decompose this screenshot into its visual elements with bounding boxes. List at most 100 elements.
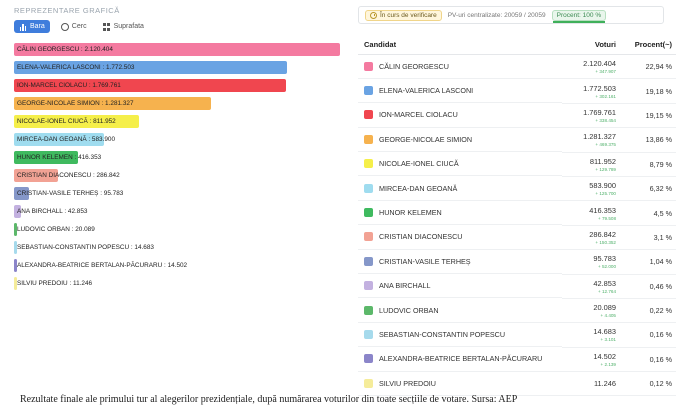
bar[interactable]: ANA BIRCHALL : 42.853	[14, 204, 87, 218]
table-row: CRISTIAN DIACONESCU 286.842 + 150.352 3,1 %	[358, 225, 676, 251]
bar-row: CRISTIAN DIACONESCU : 286.842	[14, 166, 346, 184]
results-panel: În curs de verificare PV-uri centralizat…	[358, 6, 688, 397]
candidate-cell: LUDOVIC ORBAN	[358, 298, 562, 323]
votes-cell: 416.353 + 79.508	[562, 200, 616, 226]
bar[interactable]: HUNOR KELEMEN : 416.353	[14, 150, 101, 164]
bar-label: ANA BIRCHALL : 42.853	[17, 207, 88, 215]
candidate-cell: SILVIU PREDOIU	[358, 372, 562, 396]
bar-label: CĂLIN GEORGESCU : 2.120.404	[17, 45, 113, 53]
votes-value: 583.900	[589, 181, 616, 191]
bar[interactable]: CRISTIAN DIACONESCU : 286.842	[14, 168, 120, 182]
votes-cell: 11.246	[562, 371, 616, 397]
votes-value: 416.353	[589, 205, 616, 215]
color-swatch	[364, 61, 373, 71]
percent-cell: 3,1 %	[616, 225, 676, 251]
tab-circle[interactable]: Cerc	[56, 20, 92, 33]
bar[interactable]: NICOLAE-IONEL CIUCĂ : 811.952	[14, 114, 139, 128]
votes-delta: + 150.352	[595, 239, 616, 245]
candidate-cell: GEORGE-NICOLAE SIMION	[358, 128, 562, 153]
color-swatch	[364, 378, 373, 388]
tab-area[interactable]: Suprafata	[98, 20, 149, 33]
results-table: Candidat Voturi Procent(~) CĂLIN GEORGES…	[358, 36, 676, 397]
tab-bar[interactable]: Bara	[14, 20, 50, 33]
votes-delta: + 129.789	[595, 166, 616, 172]
bar[interactable]: LUDOVIC ORBAN : 20.089	[14, 222, 95, 236]
votes-value: 20.089	[593, 303, 616, 313]
bar[interactable]: CĂLIN GEORGESCU : 2.120.404	[14, 42, 340, 56]
candidate-name: GEORGE-NICOLAE SIMION	[379, 134, 473, 144]
votes-value: 1.772.503	[583, 83, 616, 93]
votes-value: 2.120.404	[583, 58, 616, 68]
votes-cell: 2.120.404 + 347.907	[562, 54, 616, 80]
color-swatch	[364, 354, 373, 364]
bar-label: HUNOR KELEMEN : 416.353	[17, 153, 102, 161]
votes-delta: + 79.508	[597, 215, 616, 221]
tab-bar-label: Bara	[30, 23, 45, 30]
bar[interactable]: SEBASTIAN-CONSTANTIN POPESCU : 14.683	[14, 240, 154, 254]
candidate-cell: MIRCEA-DAN GEOANĂ	[358, 176, 562, 201]
candidate-name: ALEXANDRA-BEATRICE BERTALAN-PĂCURARU	[379, 354, 543, 364]
bar-row: CĂLIN GEORGESCU : 2.120.404	[14, 40, 346, 58]
bar-label: ELENA-VALERICA LASCONI : 1.772.503	[17, 63, 135, 71]
candidate-name: CRISTIAN-VASILE TERHEȘ	[379, 256, 471, 266]
color-swatch	[364, 159, 373, 169]
bar-row: GEORGE-NICOLAE SIMION : 1.281.327	[14, 94, 346, 112]
votes-delta: + 2.139	[600, 361, 616, 367]
bar-label: ION-MARCEL CIOLACU : 1.769.761	[17, 81, 121, 89]
votes-value: 1.281.327	[583, 132, 616, 142]
votes-value: 42.853	[593, 278, 616, 288]
verification-status-text: În curs de verificare	[380, 11, 437, 19]
bar[interactable]: ION-MARCEL CIOLACU : 1.769.761	[14, 78, 287, 92]
votes-delta: + 469.375	[595, 142, 616, 148]
header-percent: Procent(~)	[616, 36, 676, 55]
table-row: SEBASTIAN-CONSTANTIN POPESCU 14.683 + 3.10…	[358, 322, 676, 348]
bar-label: SEBASTIAN-CONSTANTIN POPESCU : 14.683	[17, 243, 154, 251]
bar[interactable]: ALEXANDRA-BEATRICE BERTALAN-PĂCURARU : 1…	[14, 258, 187, 272]
candidate-cell: CRISTIAN DIACONESCU	[358, 225, 562, 250]
color-swatch	[364, 86, 373, 96]
header-votes: Voturi	[562, 36, 616, 55]
tab-area-label: Suprafata	[113, 23, 144, 30]
bar-chart: CĂLIN GEORGESCU : 2.120.404 ELENA-VALERIC…	[14, 40, 346, 292]
color-swatch	[364, 281, 373, 291]
bar-label: GEORGE-NICOLAE SIMION : 1.281.327	[17, 99, 134, 107]
candidate-name: HUNOR KELEMEN	[379, 208, 442, 218]
bar[interactable]: MIRCEA-DAN GEOANĂ : 583.900	[14, 132, 115, 146]
chart-type-tabs: Bara Cerc Suprafata	[14, 19, 346, 34]
bar-label: ALEXANDRA-BEATRICE BERTALAN-PĂCURARU : 1…	[17, 261, 188, 269]
grid-icon	[102, 23, 111, 31]
bar[interactable]: ELENA-VALERICA LASCONI : 1.772.503	[14, 60, 287, 74]
bar[interactable]: CRISTIAN-VASILE TERHEȘ : 95.783	[14, 186, 123, 200]
candidate-name: SEBASTIAN-CONSTANTIN POPESCU	[379, 329, 506, 339]
bar-row: ALEXANDRA-BEATRICE BERTALAN-PĂCURARU : 1…	[14, 256, 346, 274]
votes-delta: + 52.000	[597, 264, 616, 270]
table-row: CĂLIN GEORGESCU 2.120.404 + 347.907 22,94 %	[358, 54, 676, 80]
candidate-name: ANA BIRCHALL	[379, 281, 431, 291]
votes-delta: + 302.161	[595, 93, 616, 99]
bar-row: ANA BIRCHALL : 42.853	[14, 202, 346, 220]
percent-cell: 1,04 %	[616, 249, 676, 275]
table-row: CRISTIAN-VASILE TERHEȘ 95.783 + 52.000 1,04…	[358, 249, 676, 275]
candidate-cell: ANA BIRCHALL	[358, 274, 562, 299]
votes-cell: 95.783 + 52.000	[562, 249, 616, 275]
candidate-name: CĂLIN GEORGESCU	[379, 61, 449, 71]
image-caption: Rezultate finale ale primului tur al ale…	[20, 394, 518, 405]
candidate-name: CRISTIAN DIACONESCU	[379, 232, 463, 242]
table-row: LUDOVIC ORBAN 20.089 + 4.405 0,22 %	[358, 298, 676, 324]
votes-cell: 20.089 + 4.405	[562, 298, 616, 324]
table-row: SILVIU PREDOIU 11.246 0,12 %	[358, 371, 676, 397]
votes-cell: 1.769.761 + 338.454	[562, 103, 616, 129]
votes-value: 95.783	[593, 254, 616, 264]
percent-cell: 22,94 %	[616, 54, 676, 80]
color-swatch	[364, 305, 373, 315]
votes-value: 1.769.761	[583, 107, 616, 117]
verification-status-badge: În curs de verificare	[365, 9, 442, 21]
bar-label: LUDOVIC ORBAN : 20.089	[17, 225, 95, 233]
votes-cell: 1.281.327 + 469.375	[562, 127, 616, 153]
table-row: NICOLAE-IONEL CIUCĂ 811.952 + 129.789 8,79 …	[358, 152, 676, 177]
percent-cell: 0,12 %	[616, 371, 676, 397]
bar-label: NICOLAE-IONEL CIUCĂ : 811.952	[17, 117, 116, 125]
votes-cell: 1.772.503 + 302.161	[562, 78, 616, 104]
bar[interactable]: GEORGE-NICOLAE SIMION : 1.281.327	[14, 96, 211, 110]
bar[interactable]: SILVIU PREDOIU : 11.246	[14, 276, 92, 290]
